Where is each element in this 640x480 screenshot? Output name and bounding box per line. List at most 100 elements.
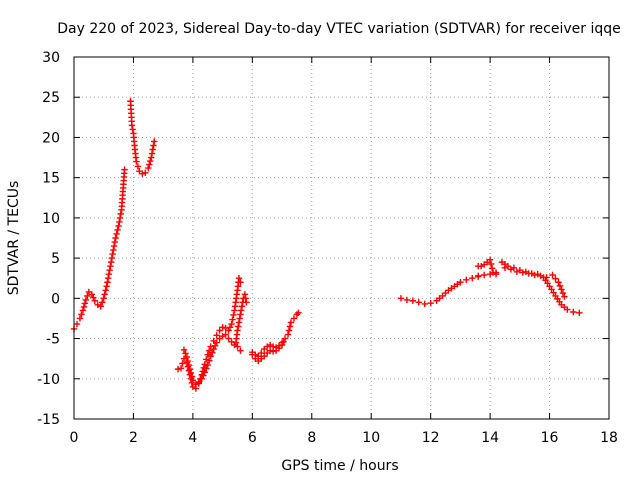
data-point [403,296,411,304]
data-point [226,324,234,331]
x-axis-label: GPS time / hours [281,458,398,474]
data-point [507,266,515,273]
data-point [463,276,470,284]
data-point [204,361,211,369]
data-point [186,365,194,373]
data-point [457,279,464,286]
data-point [108,254,116,262]
data-point [242,295,249,302]
plot-frame [73,56,610,420]
series-group [70,166,128,333]
data-point [151,138,158,145]
data-point [543,274,550,281]
data-point [148,150,156,157]
data-point [531,271,538,279]
grid-lines [74,57,609,419]
data-point [225,327,232,334]
data-point [409,297,417,304]
series-group [397,272,482,308]
data-point [146,161,153,168]
data-point [427,299,434,307]
y-axis-label: SDTVAR / TECUs [6,181,22,296]
y-tick-label: -15 [37,412,60,428]
data-point [97,303,104,310]
data-point [555,279,562,286]
y-tick-label: -5 [46,332,60,348]
data-point [236,315,243,322]
y-tick-label: -10 [37,372,60,388]
data-point [234,343,241,350]
data-point [486,271,494,278]
data-point [397,295,405,302]
data-point [185,361,193,369]
data-point [421,300,428,308]
data-point [199,368,206,375]
y-tick-label: 5 [51,251,60,267]
data-point [104,279,111,286]
data-point [200,364,207,371]
data-points [70,98,583,392]
data-point [261,353,268,360]
y-tick-label: 0 [51,291,60,307]
data-point [182,350,189,357]
data-point [90,294,97,301]
data-point [281,335,289,342]
data-point [237,347,244,354]
data-point [550,289,557,296]
data-point [100,295,107,302]
data-point [228,320,235,328]
data-point [114,226,121,234]
data-point [198,371,206,378]
data-point [197,375,204,382]
data-point [147,157,154,165]
series-group [127,98,158,177]
data-point [145,164,152,172]
data-point [79,307,87,314]
data-point [174,365,182,373]
data-point [290,315,298,322]
data-point [549,271,556,279]
data-point [475,273,482,280]
data-point [116,214,124,222]
data-point [187,369,195,377]
data-point [81,300,89,307]
axis-ticks: 0 2 4 6 8 10 12 14 16 18 -15 -10 -5 0 5 10 15 20 25 30 [37,50,618,446]
data-point [113,230,120,238]
data-point [213,332,220,339]
data-point [107,258,115,266]
data-point [487,260,495,268]
data-point [255,353,262,360]
data-point [109,250,116,258]
data-point [106,266,113,274]
data-point [525,270,532,277]
y-tick-label: 15 [42,171,60,187]
data-point [211,342,219,349]
data-point [501,264,509,271]
data-point [237,279,244,286]
x-tick-label: 2 [129,430,138,446]
data-point [556,282,564,290]
data-point [189,377,197,384]
chart-title: Day 220 of 2023, Sidereal Day-to-day VTE… [57,21,621,37]
data-point [91,297,99,304]
data-point [228,338,235,345]
x-tick-label: 6 [248,430,257,446]
data-point [558,286,565,293]
data-point [492,269,500,276]
data-point [116,218,123,226]
data-point [104,275,112,282]
data-point [207,343,214,350]
data-point [238,303,246,310]
data-point [284,331,292,338]
data-point [183,353,191,361]
data-point [235,319,243,326]
data-point [142,169,149,177]
data-point [76,315,84,322]
series-group [195,275,244,386]
data-point [103,283,110,290]
data-point [285,327,293,334]
data-point [229,316,236,323]
data-point [149,146,156,153]
x-tick-label: 14 [481,430,499,446]
series-group [501,264,568,300]
